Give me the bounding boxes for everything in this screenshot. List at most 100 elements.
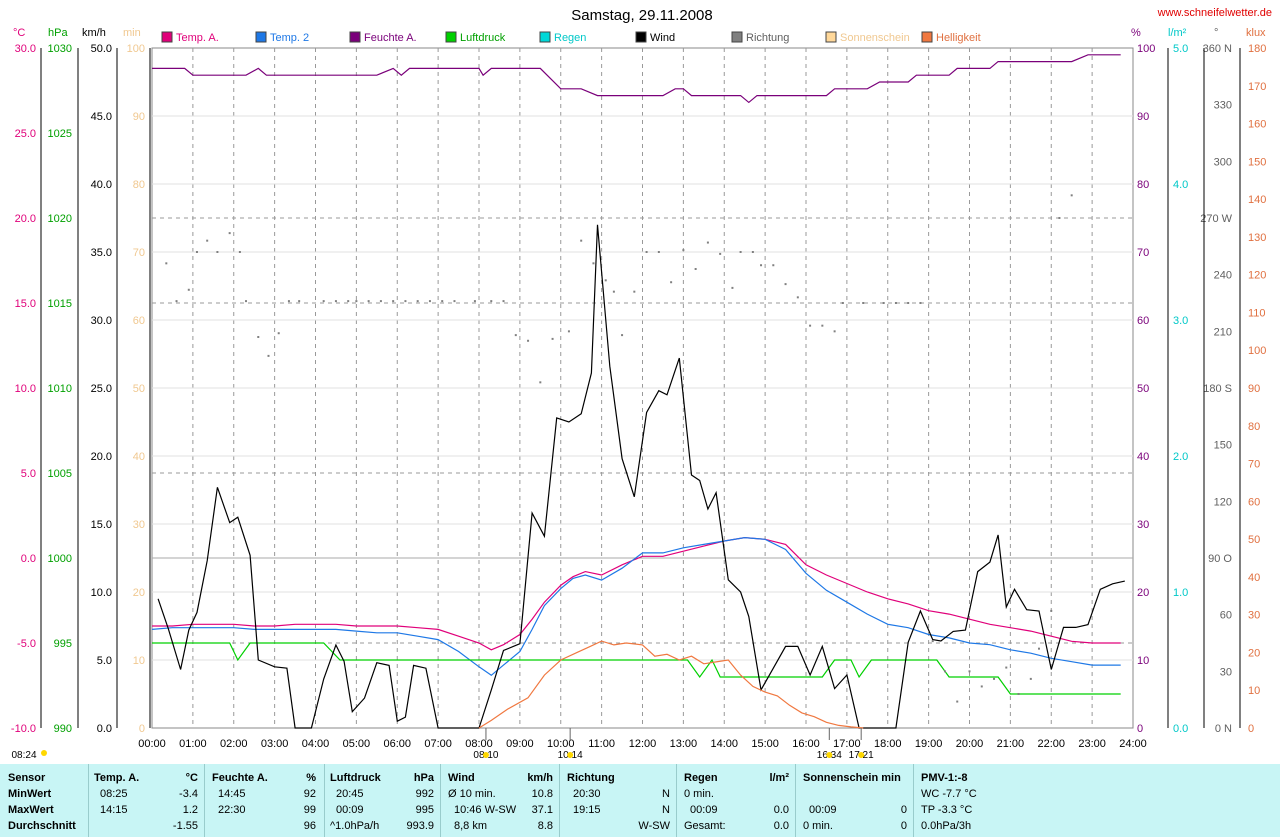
richtung-point <box>645 251 648 253</box>
richtung-point <box>739 251 742 253</box>
kmh-tick-label: 0.0 <box>97 723 112 735</box>
min-tick-label: 40 <box>133 451 145 463</box>
temp-max-time: 14:15 <box>100 804 128 816</box>
legend-label: Sonnenschein <box>840 32 910 44</box>
x-tick-label: 17:00 <box>833 738 861 750</box>
klux-tick-label: 110 <box>1248 307 1266 319</box>
deg-tick-label: 270 W <box>1200 213 1232 225</box>
feuchte-max-time: 22:30 <box>218 804 246 816</box>
luftdruck-trend: ^1.0hPa/h <box>330 820 380 832</box>
x-tick-label: 21:00 <box>997 738 1025 750</box>
feuchte-max-value: 99 <box>303 804 316 816</box>
richtung-point <box>347 300 350 303</box>
legend-label: Temp. A. <box>176 32 219 44</box>
richtung-point <box>621 334 624 337</box>
stats-row-max: MaxWert <box>8 804 54 816</box>
stats-header-wind: Wind <box>448 772 475 784</box>
x-tick-label: 02:00 <box>220 738 248 750</box>
luftdruck-min-value: 992 <box>415 788 434 800</box>
richtung-point <box>1005 666 1008 669</box>
x-tick-label: 16:00 <box>792 738 820 750</box>
sun-markers: 08:2408:1010:1416:3417:21 <box>11 728 874 761</box>
min-tick-label: 80 <box>133 179 145 191</box>
richtung-point <box>527 339 530 342</box>
lm2-tick-label: 0.0 <box>1173 723 1188 735</box>
richtung-point <box>580 239 583 242</box>
min-tick-label: 50 <box>133 383 145 395</box>
statistics-panel: Sensor MinWert MaxWert Durchschnitt Temp… <box>0 764 1280 837</box>
richtung-max-time: 19:15 <box>573 804 601 816</box>
richtung-point <box>1017 693 1020 695</box>
klux-tick-label: 20 <box>1248 647 1260 659</box>
hpa-axis-unit: hPa <box>48 27 68 39</box>
richtung-point <box>404 300 407 303</box>
temp-avg-value: -1.55 <box>172 820 198 832</box>
stats-header-wind-unit: km/h <box>527 772 553 784</box>
luftdruck-max-time: 00:09 <box>336 804 364 816</box>
stats-header-regen-unit: l/m² <box>769 772 789 784</box>
deg-tick-label: 0 N <box>1215 723 1232 735</box>
website-link[interactable]: www.schneifelwetter.de <box>1157 7 1272 19</box>
pct-tick-label: 70 <box>1137 247 1149 259</box>
klux-tick-label: 0 <box>1248 723 1254 735</box>
x-tick-label: 00:00 <box>138 738 166 750</box>
klux-tick-label: 170 <box>1248 81 1266 93</box>
x-tick-label: 15:00 <box>751 738 779 750</box>
temp-tick-label: 5.0 <box>21 468 36 480</box>
grid <box>152 48 1133 728</box>
richtung-point <box>604 279 607 282</box>
kmh-tick-label: 45.0 <box>91 111 112 123</box>
pmv-windchill: WC -7.7 °C <box>921 788 977 800</box>
richtung-point <box>833 330 836 333</box>
lm2-tick-label: 2.0 <box>1173 451 1188 463</box>
wind-distance: 8,8 km <box>454 820 488 832</box>
stats-header-temp: Temp. A. <box>94 772 140 784</box>
richtung-point <box>216 251 219 253</box>
stats-col-feuchte: Feuchte A. % 14:45 92 22:30 99 96 <box>204 764 325 837</box>
deg-tick-label: 180 S <box>1203 383 1232 395</box>
x-tick-label: 23:00 <box>1078 738 1106 750</box>
x-tick-label: 19:00 <box>915 738 943 750</box>
hpa-tick-label: 1030 <box>48 43 72 55</box>
sun-icon <box>567 752 574 758</box>
hpa-tick-label: 1000 <box>48 553 72 565</box>
x-axis: 00:00 01:00 02:00 03:00 04:00 05:00 06:00 07:00… <box>138 738 1147 750</box>
hpa-tick-label: 1025 <box>48 128 72 140</box>
stats-header-feuchte-unit: % <box>306 772 316 784</box>
legend-swatch <box>635 31 647 43</box>
temp-axis-unit: °C <box>13 27 25 39</box>
x-tick-label: 11:00 <box>588 738 615 750</box>
min-tick-label: 20 <box>133 587 145 599</box>
klux-tick-label: 10 <box>1248 685 1260 697</box>
sun-icon <box>482 752 489 758</box>
klux-tick-label: 60 <box>1248 496 1260 508</box>
richtung-point <box>453 300 456 303</box>
richtung-min-time: 20:30 <box>573 788 601 800</box>
klux-tick-label: 130 <box>1248 232 1266 244</box>
richtung-avg-value: W-SW <box>638 820 670 832</box>
legend-swatch <box>255 31 267 43</box>
stats-header-pmv: PMV-1:-8 <box>921 772 968 784</box>
deg-tick-label: 330 <box>1214 100 1232 112</box>
richtung-point <box>1070 194 1073 197</box>
x-tick-label: 13:00 <box>670 738 698 750</box>
luftdruck-avg-value: 993.9 <box>406 820 434 832</box>
richtung-point <box>993 677 996 680</box>
richtung-point <box>539 381 542 384</box>
richtung-point <box>751 251 754 253</box>
richtung-point <box>277 332 280 335</box>
sun-marker-label: 08:24 <box>11 750 36 761</box>
chart-title: Samstag, 29.11.2008 <box>571 7 713 24</box>
lm2-tick-label: 1.0 <box>1173 587 1188 599</box>
legend-swatch <box>161 31 173 43</box>
x-tick-label: 09:00 <box>506 738 534 750</box>
x-tick-label: 08:00 <box>465 738 493 750</box>
temp-tick-label: 10.0 <box>15 383 36 395</box>
richtung-point <box>731 286 734 289</box>
stats-col-temp: Temp. A. °C 08:25 -3.4 14:15 1.2 -1.55 <box>88 764 205 837</box>
richtung-point <box>821 324 824 327</box>
wind-max-value: 37.1 <box>531 804 553 816</box>
x-tick-label: 06:00 <box>383 738 411 750</box>
min-tick-label: 0 <box>139 723 145 735</box>
richtung-point <box>1029 677 1032 680</box>
